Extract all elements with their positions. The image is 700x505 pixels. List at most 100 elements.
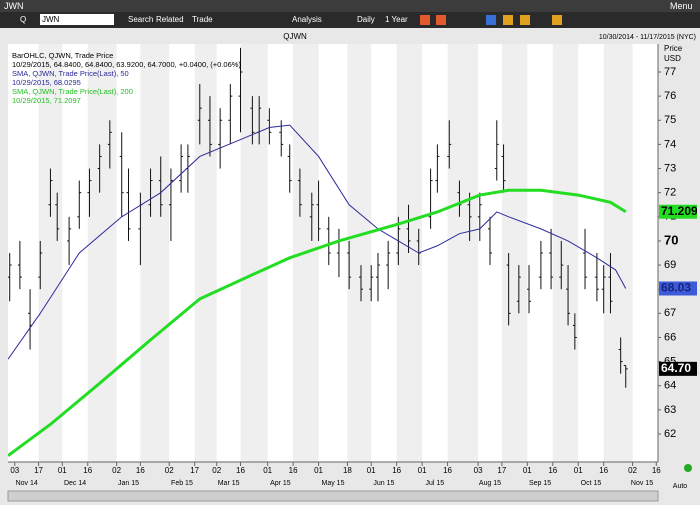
month-band bbox=[603, 44, 633, 462]
legend-entry: 10/29/2015, 64.8400, 64.8400, 63.9200, 6… bbox=[12, 60, 241, 69]
price-badge bbox=[659, 204, 697, 219]
x-tick-label: 01 bbox=[367, 466, 376, 475]
x-tick-label: 01 bbox=[314, 466, 323, 475]
x-tick-label: 03 bbox=[474, 466, 483, 475]
x-tick-label: 02 bbox=[165, 466, 174, 475]
x-tick-label: 17 bbox=[190, 466, 199, 475]
toolbar-button[interactable]: Search bbox=[128, 15, 154, 24]
y-tick-label: 69 bbox=[664, 259, 676, 271]
price-badge bbox=[659, 281, 697, 296]
sma-200-line bbox=[8, 188, 627, 457]
x-tick-label: 16 bbox=[83, 466, 92, 475]
month-label: Aug 15 bbox=[479, 480, 501, 487]
x-tick-label: 16 bbox=[136, 466, 145, 475]
tool-icon[interactable] bbox=[552, 15, 562, 25]
price-badge-label: 68.03 bbox=[661, 281, 691, 295]
month-label: Feb 15 bbox=[171, 480, 193, 487]
chart-title: QJWN bbox=[283, 32, 307, 41]
x-tick-label: 02 bbox=[628, 466, 637, 475]
month-label: Apr 15 bbox=[270, 480, 291, 487]
month-label: Oct 15 bbox=[581, 480, 602, 487]
x-tick-label: 16 bbox=[392, 466, 401, 475]
month-band bbox=[552, 44, 579, 462]
x-tick-label: 16 bbox=[548, 466, 557, 475]
legend-entry: SMA, QJWN, Trade Price(Last), 200 bbox=[12, 87, 133, 96]
y-tick-label: 76 bbox=[664, 90, 676, 102]
menu[interactable]: Menu bbox=[670, 1, 693, 11]
y-tick-label: 74 bbox=[664, 138, 676, 150]
y-tick-label: 72 bbox=[664, 187, 676, 199]
month-label: Jan 15 bbox=[118, 480, 139, 487]
status-dot bbox=[684, 464, 692, 472]
x-tick-label: 16 bbox=[236, 466, 245, 475]
toolbar-button[interactable]: 1 Year bbox=[385, 15, 408, 24]
toolbar-button[interactable]: Daily bbox=[357, 15, 375, 24]
symbol-input[interactable]: JWN bbox=[40, 14, 114, 25]
y-tick-label: 75 bbox=[664, 114, 676, 126]
legend-entry: 10/29/2015, 71.2097 bbox=[12, 96, 81, 105]
badges: 71.2097 68.03 64.70 bbox=[659, 204, 700, 376]
y-axis-label: Price bbox=[664, 44, 683, 53]
y-tick-label: 77 bbox=[664, 66, 676, 78]
legend-entry: SMA, QJWN, Trade Price(Last), 50 bbox=[12, 69, 129, 78]
y-tick-label: 70 bbox=[664, 232, 678, 247]
x-tick-label: 01 bbox=[523, 466, 532, 475]
month-band bbox=[447, 44, 479, 462]
auto-label[interactable]: Auto bbox=[673, 483, 688, 490]
y-tick-label: 73 bbox=[664, 162, 676, 174]
date-range: 10/30/2014 - 11/17/2015 (NYC) bbox=[599, 34, 696, 41]
window-title: JWN bbox=[4, 1, 24, 11]
tool-icon[interactable] bbox=[436, 15, 446, 25]
price-badge-label: 71.2097 bbox=[661, 204, 700, 218]
month-band bbox=[240, 44, 268, 462]
sma-50-line bbox=[8, 124, 627, 360]
y-tick-label: 62 bbox=[664, 428, 676, 440]
month-label: Nov 15 bbox=[631, 480, 653, 487]
month-label: Jun 15 bbox=[373, 480, 394, 487]
x-tick-label: 17 bbox=[497, 466, 506, 475]
y-tick-label: 63 bbox=[664, 404, 676, 416]
tool-icon[interactable] bbox=[486, 15, 496, 25]
month-band bbox=[501, 44, 528, 462]
title-bar: JWN Menu bbox=[0, 0, 700, 12]
toolbar-button[interactable]: Related bbox=[156, 15, 184, 24]
x-tick-label: 16 bbox=[599, 466, 608, 475]
month-label: Mar 15 bbox=[218, 480, 240, 487]
x-tick-label: 01 bbox=[418, 466, 427, 475]
y-axis-label: USD bbox=[664, 54, 681, 63]
toolbar-button[interactable]: Trade bbox=[192, 15, 213, 24]
y-tick-label: 64 bbox=[664, 380, 676, 392]
month-label: Dec 14 bbox=[64, 480, 86, 487]
x-tick-label: 03 bbox=[10, 466, 19, 475]
x-tick-label: 17 bbox=[34, 466, 43, 475]
tool-icon[interactable] bbox=[503, 15, 513, 25]
x-tick-label: 16 bbox=[289, 466, 298, 475]
x-tick-label: 16 bbox=[443, 466, 452, 475]
price-badge-label: 64.70 bbox=[661, 361, 691, 375]
month-label: Jul 15 bbox=[425, 480, 444, 487]
tool-icon[interactable] bbox=[420, 15, 430, 25]
toolbar: Q JWN Search Related Trade Analysis Dail… bbox=[0, 12, 700, 28]
month-label: Sep 15 bbox=[529, 480, 551, 487]
month-band bbox=[87, 44, 117, 462]
toolbar-button[interactable]: Analysis bbox=[292, 15, 322, 24]
x-tick-label: 18 bbox=[343, 466, 352, 475]
legend-entry: 10/29/2015, 68.0295 bbox=[12, 78, 81, 87]
y-tick-label: 66 bbox=[664, 331, 676, 343]
month-band bbox=[38, 44, 63, 462]
month-label: Nov 14 bbox=[16, 480, 38, 487]
tool-icon[interactable] bbox=[520, 15, 530, 25]
quote-button[interactable]: Q bbox=[20, 15, 27, 24]
plot bbox=[8, 47, 628, 457]
x-tick-label: 16 bbox=[652, 466, 661, 475]
y-tick-label: 67 bbox=[664, 307, 676, 319]
month-band bbox=[347, 44, 372, 462]
month-band bbox=[140, 44, 170, 462]
price-badge bbox=[659, 361, 697, 376]
x-tick-label: 01 bbox=[574, 466, 583, 475]
scrollbar[interactable] bbox=[7, 490, 659, 502]
x-tick-label: 01 bbox=[58, 466, 67, 475]
month-label: May 15 bbox=[322, 480, 345, 487]
